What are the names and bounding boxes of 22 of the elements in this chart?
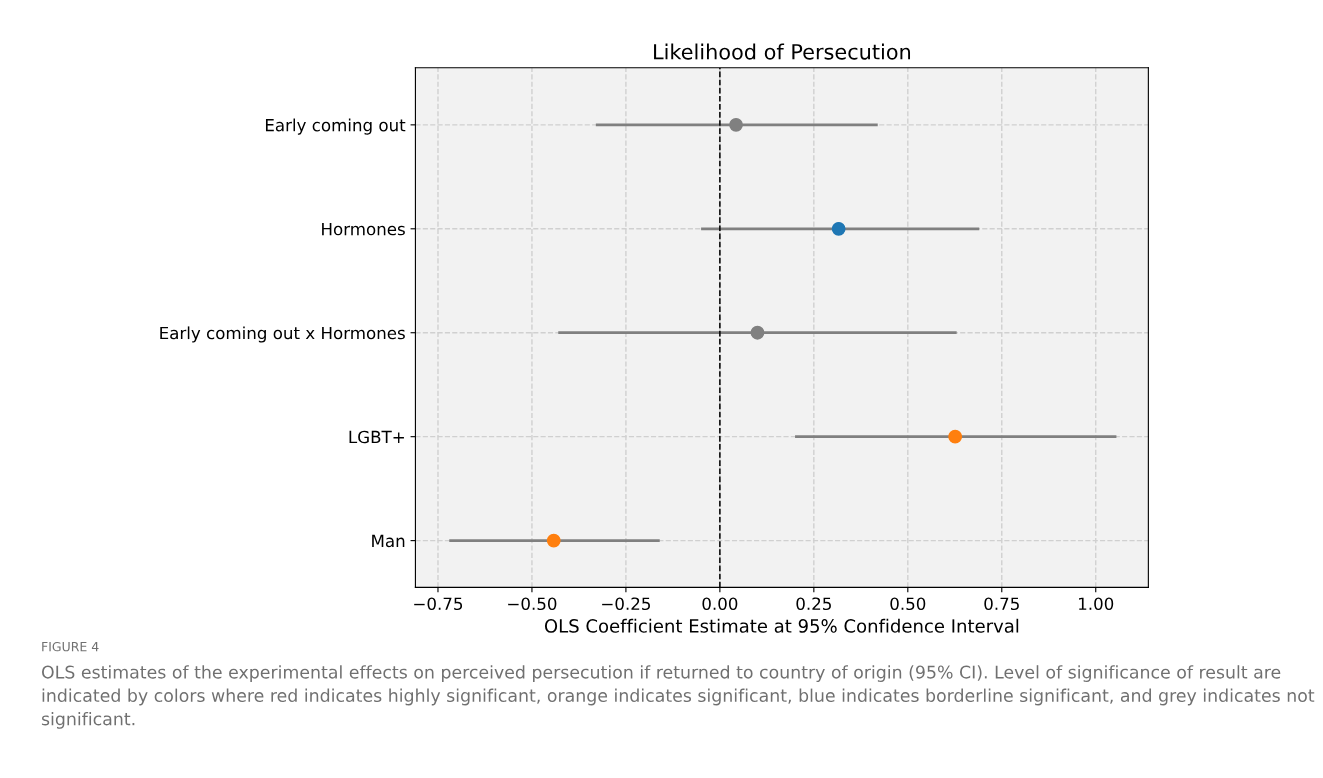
y-tick-label: Early coming out x Hormones: [160, 326, 405, 343]
point: [750, 325, 765, 340]
y-tick-label: LGBT+: [349, 430, 404, 444]
y-tick-label: Man: [372, 534, 405, 548]
x-tick-label: 1.00: [1079, 597, 1114, 611]
x-tick-label: −0.25: [602, 597, 650, 611]
x-tick-label: 0.75: [984, 597, 1019, 611]
text: OLS estimates of the experimental effects on perceived persecution if returned to country of origin (95% CI). Level of significance of result are indicated by colors where red indicates highly significant, orange indicates significant, blue indicates borderline significant, and grey indicates not significant.: [41, 665, 1315, 729]
y-tick-label: Early coming out: [265, 118, 406, 135]
point: [729, 117, 743, 132]
x-tick-label: −0.75: [414, 597, 463, 611]
x-axis-title: OLS Coefficient Estimate at 95% Confidence Interval: [544, 618, 1019, 633]
x-tick-label: −0.50: [508, 597, 557, 611]
y-tick-label: Hormones: [322, 222, 405, 236]
point: [546, 533, 561, 548]
chart-title: Likelihood of Persecution: [654, 43, 911, 60]
x-tick-label: 0.25: [796, 597, 831, 611]
point: [948, 429, 963, 444]
x-tick-label: 0.50: [890, 597, 926, 611]
caption: FIGURE 4: [42, 641, 99, 652]
x-tick-label: 0.00: [702, 597, 738, 611]
point: [831, 221, 846, 236]
